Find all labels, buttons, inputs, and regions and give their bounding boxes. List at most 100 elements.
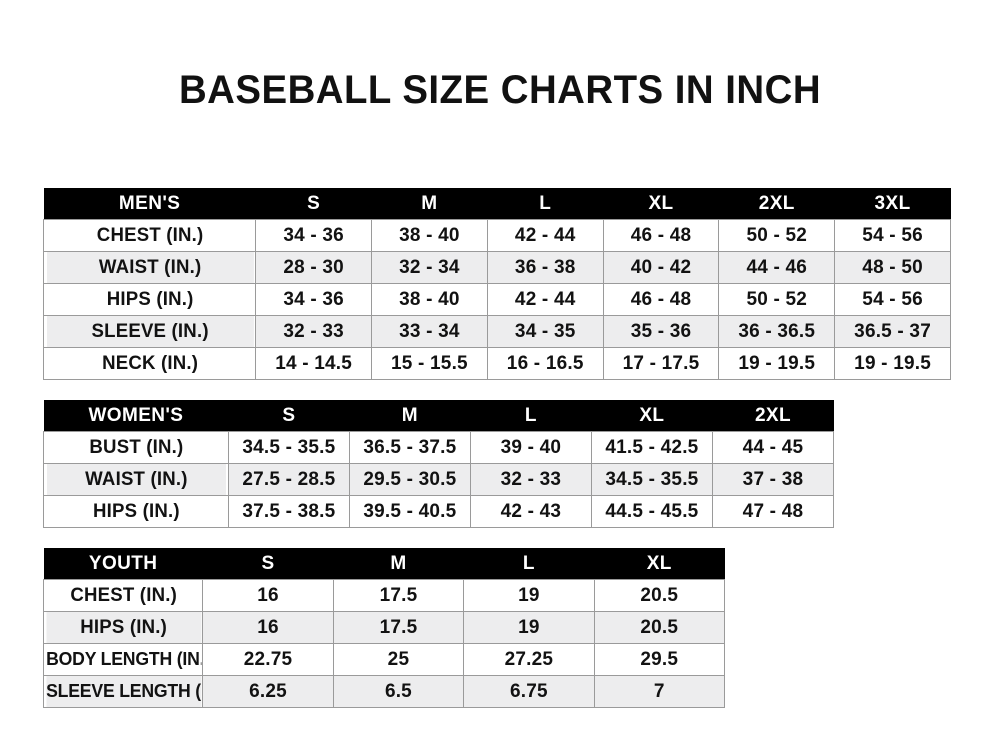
measurement-label: HIPS (IN.) [44, 611, 202, 644]
table-row: CHEST (IN.) 34 - 36 38 - 40 42 - 44 46 - 48 5… [44, 219, 951, 252]
measurement-label: HIPS (IN.) [44, 495, 228, 528]
measurement-value: 34.5 - 35.5 [591, 463, 713, 496]
measurement-value: 25 [333, 643, 465, 676]
measurement-label: NECK (IN.) [45, 347, 255, 380]
table-row: WAIST (IN.) 27.5 - 28.5 29.5 - 30.5 32 - 33… [44, 463, 835, 496]
measurement-value: 50 - 52 [718, 219, 836, 252]
measurement-value: 6.75 [463, 675, 595, 708]
mens-size-header-l: L [487, 188, 604, 220]
table-row: HIPS (IN.) 16 17.5 19 20.5 [44, 611, 726, 644]
youth-size-header-l: L [463, 548, 595, 580]
measurement-value: 20.5 [594, 611, 726, 644]
table-row: BODY LENGTH (IN.) 22.75 25 27.25 29.5 [44, 643, 726, 676]
measurement-value: 22.75 [202, 643, 334, 676]
measurement-value: 29.5 - 30.5 [349, 463, 471, 496]
measurement-value: 20.5 [594, 579, 726, 612]
youth-size-header-s: S [202, 548, 334, 580]
measurement-value: 36.5 - 37 [834, 315, 951, 348]
measurement-value: 16 - 16.5 [487, 347, 604, 380]
measurement-value: 37 - 38 [712, 463, 835, 496]
mens-header-row: MEN'S S M L XL 2XL 3XL [43, 188, 951, 220]
measurement-value: 19 [463, 611, 595, 644]
measurement-value: 42 - 43 [470, 495, 592, 528]
measurement-value: 6.5 [333, 675, 465, 708]
womens-size-header-2xl: 2XL [712, 400, 834, 432]
measurement-value: 38 - 40 [371, 283, 488, 316]
measurement-label: CHEST (IN.) [44, 579, 202, 612]
measurement-label: BODY LENGTH (IN.) [44, 643, 202, 676]
measurement-value: 44 - 45 [712, 431, 835, 464]
youth-header-row: YOUTH S M L XL [43, 548, 725, 580]
measurement-value: 32 - 33 [255, 315, 373, 348]
measurement-value: 19 - 19.5 [834, 347, 951, 380]
measurement-label: WAIST (IN.) [45, 251, 255, 284]
measurement-value: 42 - 44 [487, 283, 604, 316]
measurement-value: 16 [202, 579, 334, 612]
measurement-value: 14 - 14.5 [255, 347, 373, 380]
measurement-value: 29.5 [594, 643, 726, 676]
measurement-value: 54 - 56 [834, 283, 951, 316]
youth-size-chart: YOUTH S M L XL CHEST (IN.) 16 17.5 19 20.5 HIPS (I… [43, 548, 726, 708]
youth-category-header: YOUTH [43, 548, 203, 580]
measurement-value: 34.5 - 35.5 [228, 431, 350, 464]
measurement-label: CHEST (IN.) [45, 219, 255, 252]
measurement-value: 15 - 15.5 [371, 347, 488, 380]
measurement-value: 39.5 - 40.5 [349, 495, 471, 528]
table-row: BUST (IN.) 34.5 - 35.5 36.5 - 37.5 39 - 40 4… [44, 431, 835, 464]
page-title: BASEBALL SIZE CHARTS IN INCH [178, 68, 822, 112]
measurement-value: 32 - 33 [470, 463, 592, 496]
measurement-value: 36 - 38 [487, 251, 604, 284]
measurement-value: 6.25 [202, 675, 334, 708]
measurement-value: 7 [594, 675, 726, 708]
measurement-label: HIPS (IN.) [45, 283, 255, 316]
table-row: SLEEVE LENGTH (IN.)6.256.56.757 [44, 675, 726, 708]
measurement-value: 16 [202, 611, 334, 644]
measurement-value: 17 - 17.5 [603, 347, 720, 380]
measurement-value: 40 - 42 [603, 251, 720, 284]
youth-table: YOUTH S M L XL CHEST (IN.) 16 17.5 19 20.5 HIPS (I… [43, 548, 726, 708]
table-row: WAIST (IN.) 28 - 30 32 - 34 36 - 38 40 - 42 4… [44, 251, 951, 284]
womens-size-header-l: L [470, 400, 592, 432]
womens-category-header: WOMEN'S [43, 400, 229, 432]
mens-size-header-m: M [371, 188, 488, 220]
measurement-value: 34 - 36 [255, 219, 373, 252]
youth-size-header-xl: XL [594, 548, 725, 580]
measurement-value: 44.5 - 45.5 [591, 495, 713, 528]
mens-size-header-s: S [255, 188, 372, 220]
table-row: HIPS (IN.) 34 - 36 38 - 40 42 - 44 46 - 48 50… [44, 283, 951, 316]
measurement-value: 27.25 [463, 643, 595, 676]
measurement-value: 46 - 48 [603, 219, 720, 252]
mens-size-header-3xl: 3XL [834, 188, 951, 220]
measurement-label: SLEEVE (IN.) [45, 315, 255, 348]
measurement-label: SLEEVE LENGTH (IN.) [44, 675, 202, 708]
measurement-value: 27.5 - 28.5 [228, 463, 350, 496]
measurement-value: 36.5 - 37.5 [349, 431, 471, 464]
measurement-value: 39 - 40 [470, 431, 592, 464]
measurement-label: WAIST (IN.) [44, 463, 228, 496]
measurement-value: 41.5 - 42.5 [591, 431, 713, 464]
measurement-value: 34 - 36 [255, 283, 373, 316]
measurement-value: 47 - 48 [712, 495, 835, 528]
measurement-value: 34 - 35 [487, 315, 604, 348]
mens-table: MEN'S S M L XL 2XL 3XL CHEST (IN.) 34 - 36 38 - 4… [43, 188, 951, 380]
measurement-value: 19 - 19.5 [718, 347, 836, 380]
table-row: SLEEVE (IN.) 32 - 33 33 - 34 34 - 35 35 - 36… [44, 315, 951, 348]
womens-size-header-s: S [228, 400, 350, 432]
measurement-value: 32 - 34 [371, 251, 488, 284]
measurement-value: 44 - 46 [718, 251, 836, 284]
measurement-value: 50 - 52 [718, 283, 836, 316]
mens-size-chart: MEN'S S M L XL 2XL 3XL CHEST (IN.) 34 - 36 38 - 4… [43, 188, 951, 380]
table-row: CHEST (IN.) 16 17.5 19 20.5 [44, 579, 726, 612]
measurement-value: 33 - 34 [371, 315, 488, 348]
measurement-value: 19 [463, 579, 595, 612]
youth-size-header-m: M [333, 548, 464, 580]
measurement-value: 36 - 36.5 [718, 315, 836, 348]
mens-category-header: MEN'S [43, 188, 256, 220]
measurement-value: 38 - 40 [371, 219, 488, 252]
measurement-value: 46 - 48 [603, 283, 720, 316]
measurement-value: 42 - 44 [487, 219, 604, 252]
measurement-value: 54 - 56 [834, 219, 951, 252]
mens-size-header-xl: XL [603, 188, 719, 220]
womens-size-header-xl: XL [591, 400, 713, 432]
